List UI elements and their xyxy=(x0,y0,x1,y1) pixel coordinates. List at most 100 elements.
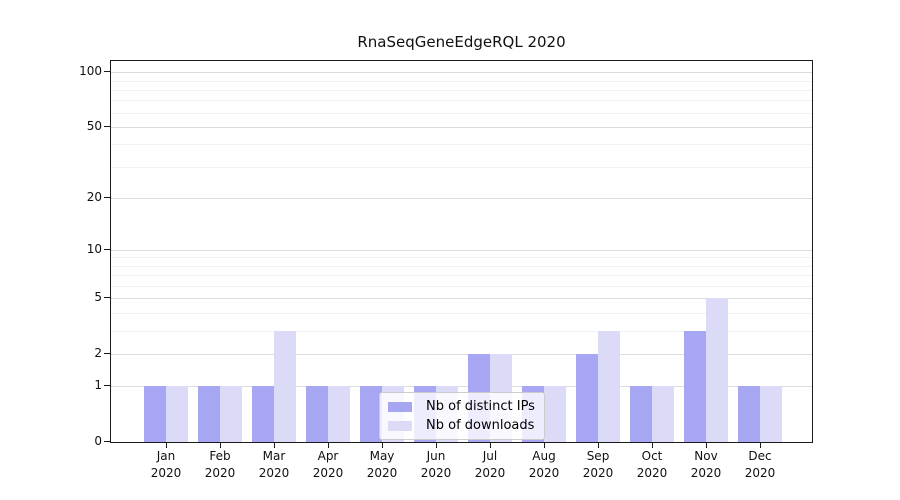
x-tick-label-line: 2020 xyxy=(258,466,290,480)
gridline-minor xyxy=(111,275,812,277)
gridline-minor xyxy=(111,80,812,82)
legend-swatch-downloads xyxy=(388,420,412,431)
x-tick-label-line: 2020 xyxy=(636,466,668,480)
x-tick-label-line: Nov xyxy=(694,449,718,463)
y-tick-mark xyxy=(104,125,110,127)
gridline-minor xyxy=(111,330,812,332)
bar-distinct-ips xyxy=(630,386,652,442)
bar-distinct-ips xyxy=(360,386,382,442)
x-tick-mark xyxy=(220,443,221,448)
bar-downloads xyxy=(760,386,782,442)
bar-downloads xyxy=(166,386,188,442)
x-tick-label-line: 2020 xyxy=(312,466,344,480)
x-tick-label-line: Jul xyxy=(482,449,498,463)
gridline-minor xyxy=(111,286,812,287)
bar-distinct-ips xyxy=(684,330,706,442)
gridline-minor xyxy=(111,166,812,168)
gridline-major xyxy=(111,386,812,388)
legend-item-downloads: Nb of downloads xyxy=(388,417,535,434)
bar-distinct-ips xyxy=(144,386,166,442)
x-tick-label-line: 2020 xyxy=(204,466,236,480)
bar-downloads xyxy=(544,386,566,442)
y-tick-mark xyxy=(104,197,110,198)
y-tick-label: 100 xyxy=(79,64,102,79)
bar-distinct-ips xyxy=(198,386,220,442)
bar-distinct-ips xyxy=(738,386,760,442)
x-tick-label: Dec 2020 xyxy=(732,448,788,482)
plot-area: Nb of distinct IPs Nb of downloads xyxy=(110,60,813,443)
bar-downloads xyxy=(274,330,296,442)
x-tick-label: Oct 2020 xyxy=(624,448,680,482)
x-tick-label-line: 2020 xyxy=(690,466,722,480)
legend: Nb of distinct IPs Nb of downloads xyxy=(379,392,545,440)
y-tick-label: 2 xyxy=(94,345,102,360)
x-tick-mark xyxy=(166,443,167,448)
x-tick-label-line: Jun xyxy=(426,449,446,463)
x-tick-mark xyxy=(706,443,707,448)
y-tick-mark xyxy=(104,441,110,442)
x-tick-label-line: 2020 xyxy=(744,466,776,480)
x-tick-label-line: Dec xyxy=(748,449,772,463)
x-tick-label: Mar 2020 xyxy=(246,448,302,482)
x-tick-label: Jul 2020 xyxy=(462,448,518,482)
x-tick-label-line: May xyxy=(369,449,395,463)
x-tick-label: Apr 2020 xyxy=(300,448,356,482)
gridline-major xyxy=(111,249,812,251)
gridline-major xyxy=(111,126,812,128)
x-tick-mark xyxy=(382,443,383,448)
x-tick-label-line: 2020 xyxy=(528,466,560,480)
x-tick-mark xyxy=(544,443,545,448)
x-tick-label-line: Aug xyxy=(532,449,556,463)
gridline-minor xyxy=(111,112,812,114)
x-tick-label-line: 2020 xyxy=(582,466,614,480)
x-tick-mark xyxy=(328,443,329,448)
gridline-minor xyxy=(111,265,812,267)
x-tick-label-line: Jan xyxy=(156,449,176,463)
y-tick-mark xyxy=(104,248,110,250)
y-tick-label: 1 xyxy=(94,378,102,393)
x-tick-label: Nov 2020 xyxy=(678,448,734,482)
y-tick-label: 20 xyxy=(86,190,102,204)
x-tick-mark xyxy=(436,443,437,448)
x-tick-label-line: 2020 xyxy=(150,466,182,480)
x-tick-mark xyxy=(598,443,599,448)
x-tick-label: May 2020 xyxy=(354,448,410,482)
gridline-minor xyxy=(111,100,812,102)
x-tick-label-line: 2020 xyxy=(420,466,452,480)
y-tick-mark xyxy=(104,385,110,387)
x-tick-label: Aug 2020 xyxy=(516,448,572,482)
x-tick-label: Feb 2020 xyxy=(192,448,248,482)
y-tick-label: 10 xyxy=(86,241,102,256)
gridline-minor xyxy=(111,89,812,91)
x-tick-label-line: Oct xyxy=(641,449,663,463)
y-tick-label: 50 xyxy=(86,118,102,133)
y-tick-label: 0 xyxy=(94,434,102,448)
legend-label-downloads: Nb of downloads xyxy=(426,418,535,433)
x-tick-mark xyxy=(760,443,761,448)
bar-distinct-ips xyxy=(306,386,328,442)
x-tick-label: Sep 2020 xyxy=(570,448,626,482)
x-tick-label-line: 2020 xyxy=(474,466,506,480)
x-tick-label-line: Mar xyxy=(262,449,286,463)
x-tick-label: Jan 2020 xyxy=(138,448,194,482)
gridline-major xyxy=(111,72,812,74)
y-tick-mark xyxy=(104,352,110,354)
gridline-major xyxy=(111,298,812,300)
gridline-minor xyxy=(111,144,812,146)
x-tick-label-line: 2020 xyxy=(366,466,398,480)
legend-item-distinct-ips: Nb of distinct IPs xyxy=(388,398,535,415)
x-tick-mark xyxy=(652,443,653,448)
gridline-major xyxy=(111,353,812,355)
y-tick-label: 5 xyxy=(94,290,102,305)
gridline-minor xyxy=(111,313,812,314)
legend-swatch-distinct-ips xyxy=(388,401,412,412)
gridline-major xyxy=(111,198,812,199)
bar-downloads xyxy=(328,386,350,442)
x-tick-label-line: Sep xyxy=(586,449,610,463)
bar-downloads xyxy=(220,386,242,442)
bar-downloads xyxy=(598,330,620,442)
x-tick-label-line: Feb xyxy=(209,449,231,463)
gridline-minor xyxy=(111,257,812,259)
x-tick-mark xyxy=(274,443,275,448)
